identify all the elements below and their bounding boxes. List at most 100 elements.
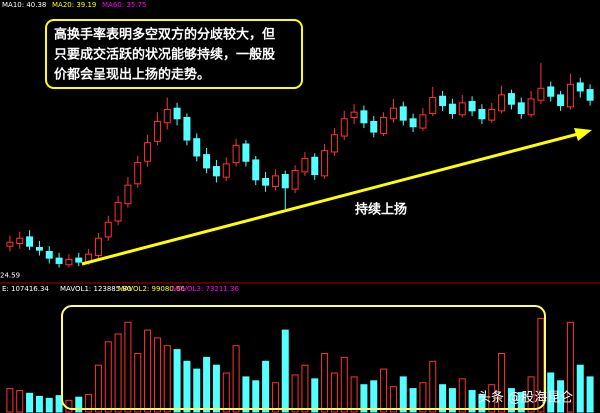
- candle-body: [557, 94, 565, 107]
- candle-body: [124, 184, 132, 205]
- volume-bar: [163, 345, 171, 413]
- candle-body: [94, 237, 102, 256]
- candle-body: [360, 110, 368, 124]
- candle-body: [458, 102, 466, 116]
- volume-bar: [26, 392, 34, 413]
- volume-bar: [517, 392, 525, 413]
- mavol1-label: MAVOL1: 123885.80: [60, 285, 131, 293]
- volume-bar: [507, 388, 515, 413]
- volume-bar: [232, 345, 240, 413]
- candle-body: [26, 236, 34, 247]
- volume-bar: [124, 321, 132, 413]
- candle-body: [448, 103, 456, 114]
- note-box: [45, 19, 303, 89]
- volume-bar: [173, 349, 181, 413]
- volume-bar: [330, 372, 338, 413]
- candle-body: [163, 109, 171, 124]
- candle-body: [340, 118, 348, 137]
- candle-body: [576, 82, 584, 92]
- volume-bar: [380, 368, 388, 413]
- volume-highlight: [61, 305, 546, 410]
- trend-arrow: [81, 132, 579, 266]
- candle-body: [537, 87, 545, 101]
- note-line: 价都会呈现出上扬的走势。: [54, 67, 210, 83]
- candle-body: [212, 166, 220, 177]
- volume-bar: [468, 390, 476, 413]
- volume-bar: [409, 388, 417, 413]
- volume-bar: [488, 384, 496, 413]
- volume-bar: [478, 393, 486, 413]
- min-price-label: 24.59: [0, 272, 20, 280]
- candle-body: [242, 143, 250, 162]
- candle-body: [153, 120, 161, 142]
- volume-bar: [360, 384, 368, 413]
- ma20-label: MA20: 39.19: [52, 1, 96, 9]
- candle-body: [6, 241, 14, 247]
- volume-bar: [399, 376, 407, 413]
- candle-body: [193, 138, 201, 157]
- volume-bar: [114, 333, 122, 413]
- candle-body: [144, 142, 152, 162]
- volume-bar: [527, 376, 535, 413]
- volume-bar: [547, 372, 555, 413]
- candle-body: [380, 116, 388, 134]
- volume-bar: [94, 364, 102, 413]
- candle-body: [321, 150, 329, 177]
- volume-bar: [242, 376, 250, 413]
- candle-body: [183, 116, 191, 141]
- candle-body: [586, 89, 594, 101]
- volume-bar: [6, 388, 14, 413]
- volume-bar: [104, 341, 112, 413]
- candle-body: [281, 174, 289, 189]
- candle-body: [370, 120, 378, 133]
- volume-bar: [350, 376, 358, 413]
- arrow-head: [574, 128, 592, 141]
- volume-bar: [85, 393, 93, 413]
- volume-bar: [586, 376, 594, 413]
- candle-body: [16, 237, 24, 245]
- candle-body: [301, 158, 309, 173]
- candle-body: [173, 107, 181, 120]
- candle-body: [566, 83, 574, 108]
- candle-body: [262, 178, 270, 186]
- candle-body: [291, 170, 299, 190]
- candle-body: [527, 98, 535, 116]
- candle-body: [252, 159, 260, 181]
- candle-body: [488, 109, 496, 121]
- candle-body: [547, 86, 555, 97]
- mavol2-label: MAVOL2: 99080.66: [118, 285, 185, 293]
- candle-body: [104, 221, 112, 238]
- candle-body: [134, 162, 142, 185]
- candle-body: [389, 107, 397, 120]
- note-line: 只要成交活跃的状况能够持续，一般股: [54, 47, 275, 63]
- vol-label: E: 107416.34: [2, 285, 49, 293]
- volume-bar: [222, 372, 230, 413]
- volume-bar: [16, 390, 24, 413]
- ma10-label: MA10: 40.38: [2, 1, 46, 9]
- candle-body: [350, 111, 358, 118]
- volume-bar: [321, 353, 329, 413]
- volume-bar: [576, 364, 584, 413]
- candle-body: [507, 93, 515, 105]
- volume-bar: [75, 396, 83, 413]
- candle-body: [55, 257, 63, 264]
- candle-body: [330, 134, 338, 153]
- volume-bar: [262, 360, 270, 413]
- volume-bar: [429, 360, 437, 413]
- candle-body: [75, 257, 83, 263]
- candle-body: [311, 156, 319, 176]
- candle-body: [114, 201, 122, 222]
- candle-body: [45, 250, 53, 259]
- volume-bar: [557, 380, 565, 413]
- volume-bar: [448, 388, 456, 413]
- volume-bar: [537, 317, 545, 413]
- candle-body: [222, 163, 230, 178]
- volume-bar: [301, 364, 309, 413]
- candle-body: [468, 101, 476, 112]
- volume-bar: [498, 353, 506, 413]
- note-line: 高换手率表明多空双方的分歧较大，但: [54, 27, 275, 43]
- ma60-label: MA60: 35.75: [102, 1, 146, 9]
- candle-body: [439, 95, 447, 107]
- volume-bar: [183, 360, 191, 413]
